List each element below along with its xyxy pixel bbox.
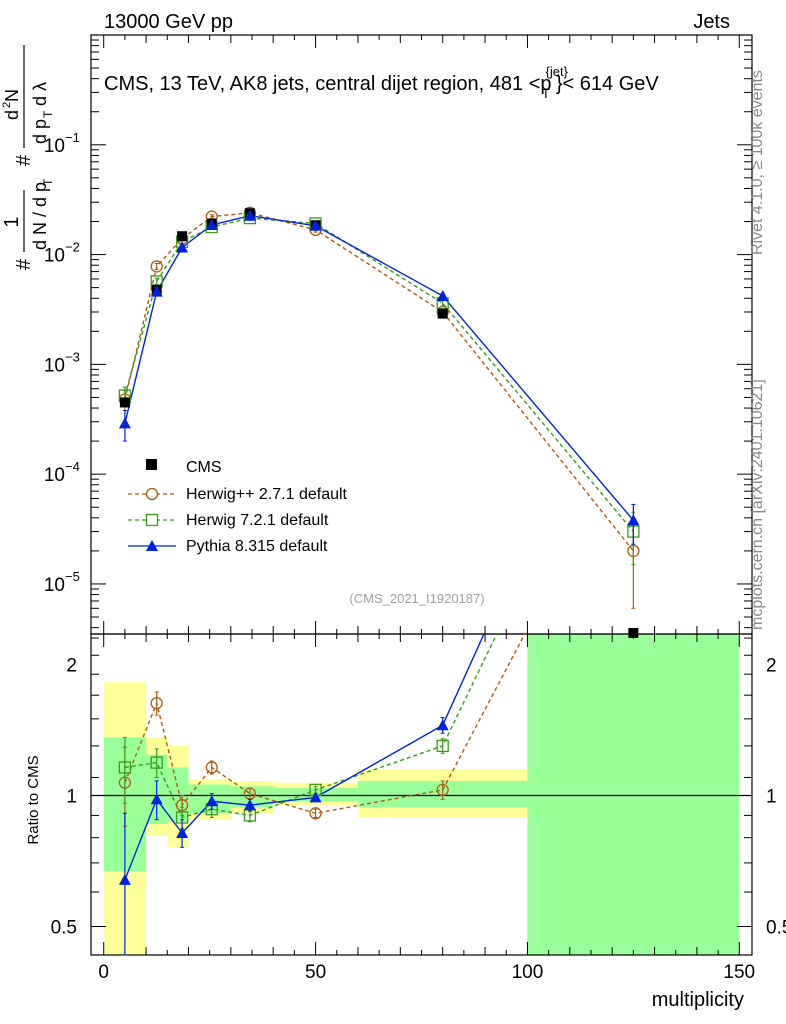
ratio-point-pythia-5 xyxy=(309,791,322,803)
svg-text:N: N xyxy=(2,89,22,102)
ratio-ytick-label-left-2: 2 xyxy=(66,655,77,676)
main-ytick-exp-4: −1 xyxy=(65,130,80,145)
ratio-ylabel: Ratio to CMS xyxy=(25,755,42,844)
xlabel: multiplicity xyxy=(652,989,744,1011)
x-tick-label-150: 150 xyxy=(723,962,755,983)
ratio-point-pythia-3 xyxy=(205,795,218,807)
main-ylabel: # 1 d N / d p T # d 2N d p T d λ xyxy=(1,45,55,270)
ratio-point-pythia-6 xyxy=(436,719,449,731)
legend-label-cms: CMS xyxy=(186,459,222,476)
plot-title-sup: {jet} xyxy=(546,64,569,79)
legend-label-herwig7: Herwig 7.2.1 default xyxy=(186,512,329,529)
main-point-pythia-2 xyxy=(176,241,189,253)
ratio-line-herwigpp xyxy=(124,634,526,815)
x-tick-label-0: 0 xyxy=(98,962,109,983)
main-ytick-exp-2: −3 xyxy=(65,349,80,364)
legend: CMS Herwig++ 2.7.1 default Herwig 7.2.1 … xyxy=(128,459,348,555)
legend-marker-cms xyxy=(146,459,157,470)
x-tick-label-100: 100 xyxy=(512,962,544,983)
svg-text:T: T xyxy=(41,110,55,118)
main-ytick-label-2: 10 xyxy=(44,355,65,376)
svg-text:#: # xyxy=(13,154,35,166)
legend-marker-herwigpp xyxy=(145,487,159,501)
ratio-ytick-label-left-0: 0.5 xyxy=(51,917,77,938)
ratio-point-herwig7-6 xyxy=(436,739,449,753)
ratio-ytick-label-right-2: 2 xyxy=(766,655,777,676)
plot-title-main: CMS, 13 TeV, AK8 jets, central dijet reg… xyxy=(104,73,552,95)
svg-text:1: 1 xyxy=(1,216,23,227)
main-point-pythia-0 xyxy=(118,417,131,429)
main-point-pythia-3 xyxy=(205,218,218,230)
main-point-cms-0 xyxy=(119,397,130,408)
main-point-pythia-1 xyxy=(150,285,163,297)
watermark: (CMS_2021_I1920187) xyxy=(349,591,484,606)
ratio-band-green-7 xyxy=(527,634,740,955)
ratio-lines xyxy=(124,634,526,881)
plot-title-sub: T xyxy=(542,86,550,101)
ratio-band-green-2 xyxy=(167,767,189,822)
svg-text:2: 2 xyxy=(1,102,13,108)
ratio-line-herwig7 xyxy=(124,634,498,819)
main-point-pythia-7 xyxy=(627,514,640,526)
svg-text:d p: d p xyxy=(30,119,50,144)
ratio-band-green-4 xyxy=(230,786,274,808)
main-point-cms-2 xyxy=(177,231,188,242)
svg-text:d λ: d λ xyxy=(30,82,50,106)
svg-text:d: d xyxy=(2,110,22,120)
main-line-herwig7 xyxy=(124,217,634,533)
main-line-herwigpp xyxy=(124,212,634,552)
ratio-panel xyxy=(103,634,740,955)
ratio-point-herwigpp-5 xyxy=(309,807,322,820)
legend-marker-herwig7 xyxy=(145,513,159,527)
series-markers xyxy=(118,206,640,956)
ratio-point-pythia-2 xyxy=(176,826,189,838)
legend-label-pythia: Pythia 8.315 default xyxy=(186,538,328,555)
svg-text:#: # xyxy=(13,258,35,270)
svg-text:T: T xyxy=(41,178,55,186)
series-lines xyxy=(124,212,634,881)
ratio-point-herwig7-1 xyxy=(150,756,163,769)
ratio-point-pythia-1 xyxy=(150,793,163,805)
ratio-band-green-3 xyxy=(188,784,231,814)
main-point-pythia-5 xyxy=(309,219,322,231)
main-ytick-exp-1: −4 xyxy=(65,459,80,474)
main-ytick-exp-0: −5 xyxy=(65,569,80,584)
source-link: mcplots.cern.ch [arXiv:2401.10621] xyxy=(749,379,766,630)
ratio-line-pythia xyxy=(124,634,485,881)
legend-marker-pythia xyxy=(146,540,158,551)
ratio-point-herwigpp-6 xyxy=(436,783,449,797)
main-line-pythia xyxy=(124,214,634,521)
main-point-pythia-4 xyxy=(243,209,256,221)
ratio-ytick-label-left-1: 1 xyxy=(66,786,77,807)
plot-title-tail: }< 614 GeV xyxy=(556,73,660,95)
x-tick-label-50: 50 xyxy=(305,962,326,983)
main-point-pythia-6 xyxy=(436,289,449,301)
main-ytick-label-4: 10 xyxy=(44,136,65,157)
svg-text:d N / d p: d N / d p xyxy=(30,182,50,250)
main-point-cms-7 xyxy=(628,628,639,638)
legend-label-herwigpp: Herwig++ 2.7.1 default xyxy=(186,486,348,503)
main-ytick-label-0: 10 xyxy=(44,575,65,596)
main-point-cms-6 xyxy=(437,308,448,319)
main-point-herwigpp-1 xyxy=(150,260,163,273)
ratio-point-pythia-4 xyxy=(243,799,256,811)
main-ytick-label-3: 10 xyxy=(44,246,65,267)
rivet-version: Rivet 4.1.0, ≥ 100k events xyxy=(749,70,766,255)
ratio-point-herwigpp-1 xyxy=(150,696,163,710)
plot-title: CMS, 13 TeV, AK8 jets, central dijet reg… xyxy=(104,64,659,101)
ratio-ytick-label-right-1: 1 xyxy=(766,786,777,807)
header-left: 13000 GeV pp xyxy=(104,11,233,33)
ratio-point-pythia-0 xyxy=(118,873,131,885)
ratio-point-herwig7-0 xyxy=(118,761,132,774)
main-ytick-exp-3: −2 xyxy=(65,240,80,255)
ratio-point-herwigpp-3 xyxy=(205,761,218,774)
header-right: Jets xyxy=(693,11,730,33)
main-ytick-label-1: 10 xyxy=(44,465,65,486)
ratio-ytick-label-right-0: 0.5 xyxy=(766,917,786,938)
